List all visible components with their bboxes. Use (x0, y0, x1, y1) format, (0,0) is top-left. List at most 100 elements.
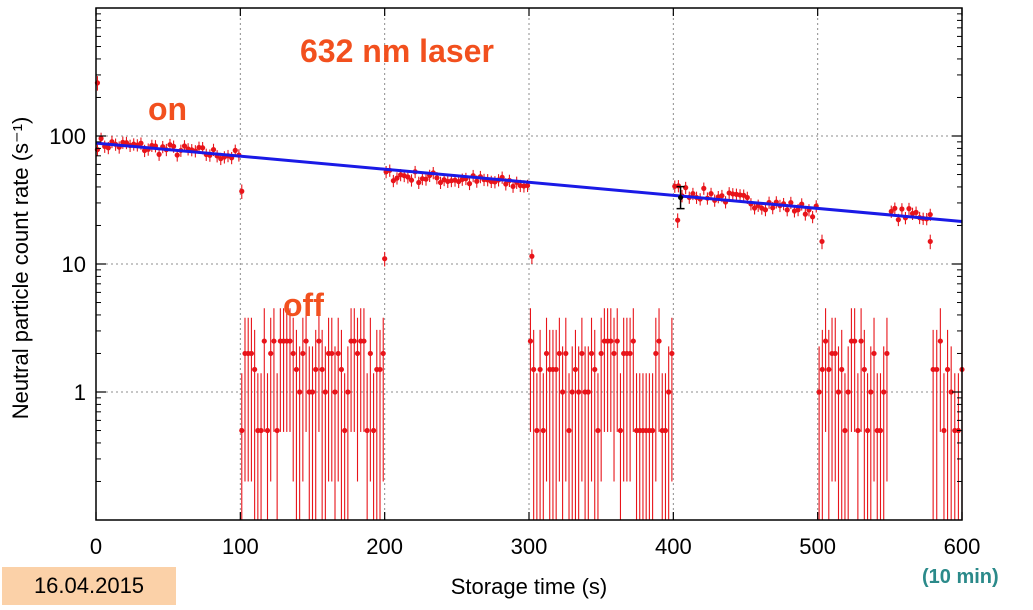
on-data-point (232, 147, 238, 153)
y-tick-label: 1 (74, 380, 86, 405)
off-data-point (354, 350, 361, 357)
on-data-point (762, 207, 769, 213)
on-data-point (138, 140, 144, 146)
off-data-point (534, 427, 540, 434)
on-data-point (156, 151, 162, 157)
off-data-point (377, 366, 383, 373)
off-data-point (861, 366, 867, 373)
off-data-point (937, 338, 943, 344)
off-data-point (370, 427, 377, 434)
off-data-point (543, 350, 550, 357)
off-data-point (300, 350, 306, 357)
off-data-point (345, 389, 351, 395)
off-data-point (952, 427, 958, 434)
on-data-point (913, 209, 919, 215)
off-data-point (252, 366, 258, 373)
on-data-point (906, 206, 912, 212)
on-data-point (423, 176, 429, 182)
on-data-point (437, 179, 444, 186)
off-data-point (941, 427, 947, 434)
on-data-point (770, 205, 776, 211)
off-data-point (845, 389, 851, 395)
on-data-point (802, 211, 808, 217)
off-data-point (380, 350, 386, 357)
on-data-point (784, 207, 790, 213)
y-tick-label: 100 (49, 124, 86, 149)
on-data-point (123, 140, 130, 146)
on-data-point (809, 214, 816, 220)
on-data-point (708, 191, 714, 197)
on-data-point (927, 211, 933, 218)
off-data-point (627, 350, 633, 357)
off-data-point (258, 427, 264, 434)
off-data-point (559, 389, 566, 395)
off-data-point (531, 366, 537, 373)
off-data-point (297, 389, 303, 395)
off-data-point (563, 350, 569, 357)
on-data-point (701, 185, 707, 191)
off-data-point (361, 338, 367, 344)
x-tick-label: 300 (511, 534, 548, 559)
off-data-point (608, 338, 614, 344)
off-data-point (822, 338, 829, 344)
on-data-point (683, 185, 689, 191)
off-data-point (842, 427, 848, 434)
x-tick-label: 500 (799, 534, 836, 559)
off-data-point (335, 350, 341, 357)
off-data-point (588, 350, 595, 357)
off-data-point (930, 366, 936, 373)
off-data-point (592, 366, 598, 373)
annotation-laser: 632 nm laser (300, 33, 494, 69)
off-data-point (835, 389, 842, 395)
on-data-point (888, 208, 894, 215)
off-data-point (611, 350, 617, 357)
off-data-point (290, 350, 296, 357)
off-data-point (858, 338, 864, 344)
on-data-point (795, 207, 801, 213)
on-data-point (434, 175, 440, 181)
off-data-point (264, 427, 271, 434)
y-tick-label: 10 (62, 252, 86, 277)
on-data-point (892, 205, 898, 211)
off-data-point (271, 338, 277, 344)
fit-line (95, 141, 963, 223)
on-data-point (98, 135, 104, 142)
off-data-point (669, 350, 675, 357)
on-data-point (171, 143, 177, 149)
off-data-point (881, 389, 887, 395)
off-data-point (367, 350, 373, 357)
x-tick-label: 400 (655, 534, 692, 559)
on-data-point (690, 191, 696, 197)
on-data-point (899, 206, 905, 212)
off-data-point (313, 366, 319, 373)
on-data-point (466, 181, 473, 187)
off-data-point (630, 338, 636, 344)
off-data-point (839, 366, 845, 373)
on-data-point (895, 217, 901, 223)
off-data-point (329, 350, 335, 357)
on-data-point (819, 238, 825, 245)
off-data-point (864, 427, 871, 434)
off-data-point (884, 350, 890, 357)
off-data-point (576, 389, 582, 395)
off-data-point (332, 389, 338, 395)
on-data-point (524, 182, 531, 189)
on-data-point (744, 194, 750, 201)
on-data-point (927, 238, 933, 245)
off-data-point (832, 350, 838, 357)
off-data-point (585, 389, 591, 395)
off-data-point (303, 338, 309, 344)
date-label: 16.04.2015 (2, 567, 176, 605)
off-data-point (656, 338, 662, 344)
off-data-point (319, 366, 325, 373)
off-data-point (537, 366, 543, 373)
off-data-point (877, 427, 884, 434)
off-data-point (309, 389, 316, 395)
duration-label: (10 min) (922, 566, 999, 588)
off-data-point (948, 389, 954, 395)
off-data-point (569, 389, 575, 395)
off-data-point (934, 366, 940, 373)
off-data-point (662, 427, 669, 434)
off-data-point (342, 427, 348, 434)
